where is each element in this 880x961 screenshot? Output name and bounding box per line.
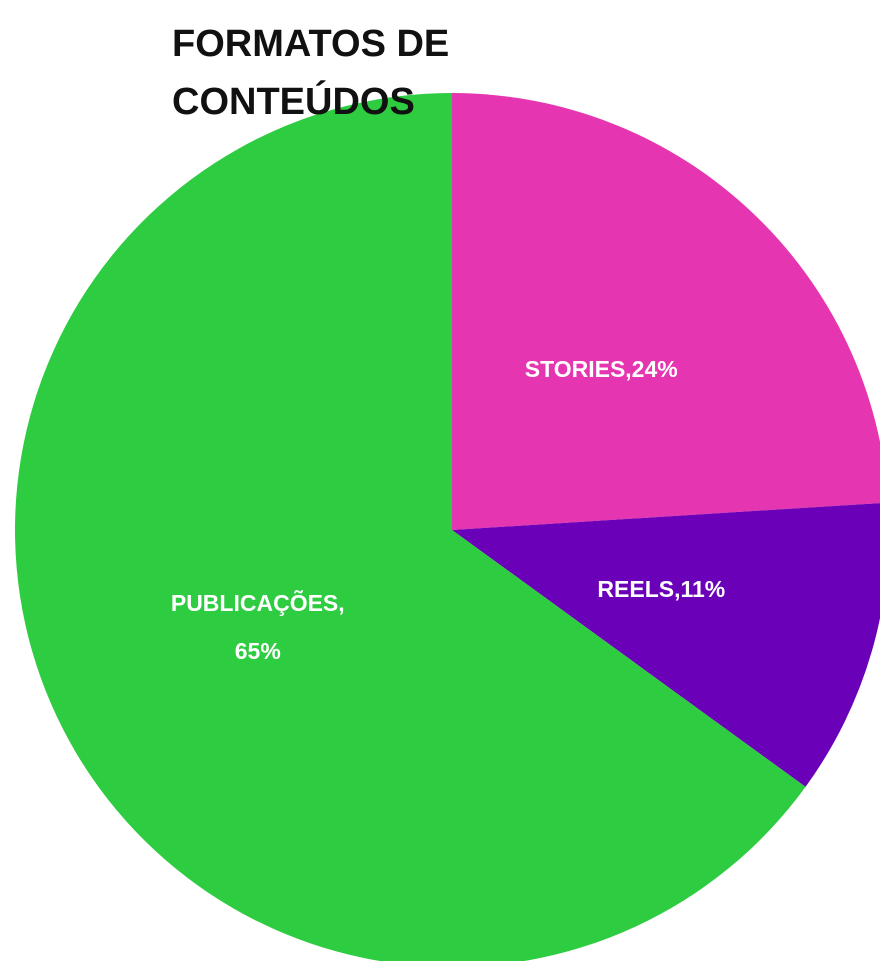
pie-slice: [452, 503, 880, 787]
pie: [15, 93, 880, 961]
pie-slice: [452, 93, 880, 530]
data-label: REELS,11%: [597, 576, 725, 602]
chart-title: FORMATOS DE CONTEÚDOS: [172, 23, 449, 123]
data-label: PUBLICAÇÕES, 65%: [171, 589, 345, 664]
data-label: STORIES,24%: [525, 356, 678, 382]
pie-slice: [15, 93, 806, 961]
